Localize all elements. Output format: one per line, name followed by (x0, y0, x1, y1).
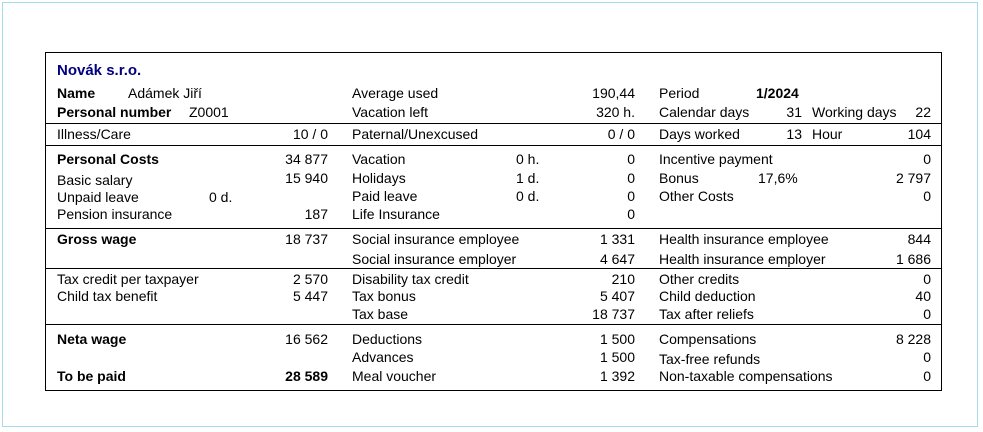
tax-free-refunds-label: Tax-free refunds (659, 351, 761, 367)
meal-voucher-value: 1 392 (599, 368, 635, 384)
company-name: Novák s.r.o. (57, 62, 142, 79)
personal-costs-label: Personal Costs (57, 151, 159, 167)
illness-value: 10 / 0 (292, 126, 328, 142)
social-employer-label: Social insurance employer (352, 251, 517, 267)
holidays-value: 0 (627, 170, 635, 186)
child-deduction-label: Child deduction (659, 288, 756, 304)
divider (46, 145, 941, 146)
name-label: Name (57, 85, 96, 101)
meal-voucher-label: Meal voucher (352, 368, 437, 384)
tax-bonus-value: 5 407 (599, 288, 635, 304)
disability-credit-label: Disability tax credit (352, 271, 469, 287)
period-value: 1/2024 (756, 85, 799, 101)
other-costs-value: 0 (923, 188, 931, 204)
hour-value: 104 (907, 126, 931, 142)
personal-costs-value: 34 877 (285, 151, 328, 167)
social-employee-label: Social insurance employee (352, 231, 520, 247)
average-used-label: Average used (352, 85, 439, 101)
vacation-units: 0 h. (516, 151, 540, 167)
illness-label: Illness/Care (57, 126, 131, 142)
divider (46, 228, 941, 229)
to-be-paid-value: 28 589 (285, 368, 328, 384)
non-taxable-label: Non-taxable compensations (659, 368, 833, 384)
vacation-label: Vacation (352, 151, 406, 167)
hour-label: Hour (812, 126, 843, 142)
deductions-value: 1 500 (599, 331, 635, 347)
holidays-label: Holidays (352, 170, 406, 186)
paternal-value: 0 / 0 (607, 126, 635, 142)
divider (46, 324, 941, 325)
health-employee-value: 844 (907, 231, 931, 247)
tax-base-label: Tax base (352, 306, 409, 322)
life-insurance-value: 0 (627, 206, 635, 222)
tax-base-value: 18 737 (592, 306, 635, 322)
disability-credit-value: 210 (611, 271, 635, 287)
compensations-value: 8 228 (895, 331, 931, 347)
tax-after-reliefs-value: 0 (923, 306, 931, 322)
average-used-value: 190,44 (592, 85, 635, 101)
paternal-label: Paternal/Unexcused (352, 126, 479, 142)
vacation-value: 0 (627, 151, 635, 167)
days-worked-label: Days worked (659, 126, 740, 142)
social-employee-value: 1 331 (599, 231, 635, 247)
basic-salary-label: Basic salary (57, 172, 133, 188)
tax-bonus-label: Tax bonus (352, 288, 416, 304)
advances-value: 1 500 (599, 349, 635, 365)
incentive-label: Incentive payment (659, 151, 773, 167)
pension-label: Pension insurance (57, 206, 173, 222)
basic-salary-value: 15 940 (285, 170, 328, 186)
tax-free-refunds-value: 0 (923, 349, 931, 365)
working-days-label: Working days (812, 104, 897, 120)
health-employer-label: Health insurance employer (659, 251, 826, 267)
tax-after-reliefs-label: Tax after reliefs (659, 306, 754, 322)
employee-name: Adámek Jiří (128, 85, 202, 101)
child-tax-benefit-label: Child tax benefit (57, 288, 158, 304)
gross-wage-label: Gross wage (57, 231, 137, 247)
unpaid-leave-label: Unpaid leave (57, 189, 139, 205)
to-be-paid-label: To be paid (57, 368, 126, 384)
paid-leave-label: Paid leave (352, 188, 418, 204)
other-costs-label: Other Costs (659, 188, 734, 204)
child-tax-benefit-value: 5 447 (292, 288, 328, 304)
days-worked-value: 13 (786, 126, 802, 142)
vacation-left-label: Vacation left (352, 104, 429, 120)
non-taxable-value: 0 (923, 368, 931, 384)
outer-frame (2, 2, 978, 427)
neta-wage-value: 16 562 (285, 331, 328, 347)
vacation-left-value: 320 h. (596, 104, 635, 120)
social-employer-value: 4 647 (599, 251, 635, 267)
personal-number-label: Personal number (57, 104, 172, 120)
neta-wage-label: Neta wage (57, 331, 127, 347)
holidays-units: 1 d. (516, 170, 540, 186)
advances-label: Advances (352, 349, 414, 365)
personal-number-value: Z0001 (189, 104, 229, 120)
tax-credit-taxpayer-label: Tax credit per taxpayer (57, 271, 199, 287)
bonus-label: Bonus (659, 170, 699, 186)
divider (46, 268, 941, 269)
gross-wage-value: 18 737 (285, 231, 328, 247)
calendar-days-value: 31 (786, 104, 802, 120)
deductions-label: Deductions (352, 331, 423, 347)
pension-value: 187 (304, 206, 328, 222)
divider (46, 123, 941, 124)
life-insurance-label: Life Insurance (352, 206, 440, 222)
tax-credit-taxpayer-value: 2 570 (292, 271, 328, 287)
health-employee-label: Health insurance employee (659, 231, 829, 247)
period-label: Period (659, 85, 700, 101)
working-days-value: 22 (915, 104, 931, 120)
child-deduction-value: 40 (915, 288, 931, 304)
compensations-label: Compensations (659, 331, 757, 347)
bonus-percent: 17,6% (758, 170, 798, 186)
bonus-value: 2 797 (895, 170, 931, 186)
incentive-value: 0 (923, 151, 931, 167)
other-credits-value: 0 (923, 271, 931, 287)
health-employer-value: 1 686 (895, 251, 931, 267)
paid-leave-value: 0 (627, 188, 635, 204)
unpaid-leave-days: 0 d. (209, 189, 233, 205)
other-credits-label: Other credits (659, 271, 740, 287)
payslip-box (45, 52, 942, 391)
paid-leave-units: 0 d. (516, 188, 540, 204)
calendar-days-label: Calendar days (659, 104, 750, 120)
